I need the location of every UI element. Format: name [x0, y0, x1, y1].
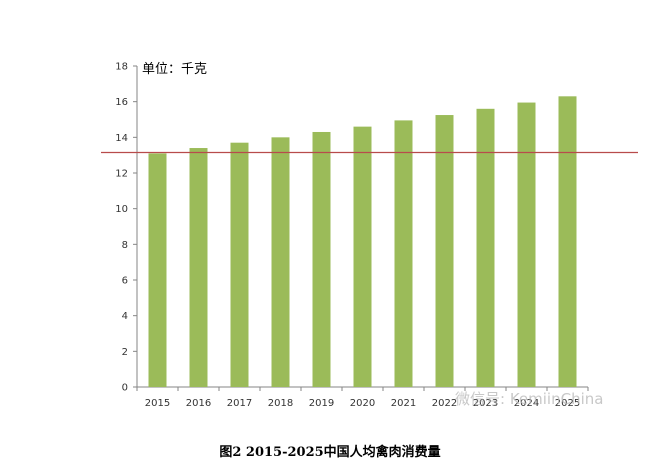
y-tick-label: 12: [115, 169, 128, 180]
y-tick-label: 16: [115, 97, 128, 108]
y-tick-label: 0: [122, 383, 128, 394]
bar-2019: [312, 131, 331, 387]
x-tick-label: 2018: [268, 398, 293, 409]
bar-2021: [394, 120, 413, 388]
figure-caption: 图2 2015-2025中国人均禽肉消费量: [219, 444, 440, 460]
x-tick-label: 2019: [309, 398, 334, 409]
bar-2020: [353, 126, 372, 387]
x-tick-label: 2021: [391, 398, 416, 409]
bar-2018: [271, 137, 290, 387]
y-tick-label: 18: [115, 62, 128, 73]
x-tick-label: 2023: [473, 398, 498, 409]
x-tick-label: 2024: [514, 398, 539, 409]
y-tick-label: 8: [122, 240, 128, 251]
x-tick-label: 2022: [432, 398, 457, 409]
watermark-text: 微信号: KemiinChina: [455, 390, 603, 408]
y-tick-label: 10: [115, 204, 128, 215]
y-tick-label: 4: [122, 311, 128, 322]
x-tick-label: 2025: [555, 398, 580, 409]
x-tick-label: 2020: [350, 398, 375, 409]
bar-2025: [558, 96, 577, 388]
x-tick-label: 2015: [145, 398, 170, 409]
y-axis: 0 2 4 6 8 10 12 14 16 18: [115, 62, 138, 394]
x-tick-label: 2016: [186, 398, 211, 409]
bars: [148, 96, 577, 388]
bar-2017: [230, 142, 249, 387]
x-tick-label: 2017: [227, 398, 252, 409]
bar-2024: [517, 102, 536, 387]
bar-2016: [189, 148, 208, 387]
x-axis: 2015 2016 2017 2018 2019 2020 2021 2022 2023 2024…: [136, 386, 589, 409]
y-tick-label: 2: [122, 347, 128, 358]
y-tick-label: 6: [122, 276, 128, 287]
bar-2022: [435, 115, 454, 388]
bar-2015: [148, 153, 167, 387]
bar-2023: [476, 108, 495, 388]
y-tick-label: 14: [115, 133, 128, 144]
unit-label: 单位：千克: [142, 62, 207, 77]
